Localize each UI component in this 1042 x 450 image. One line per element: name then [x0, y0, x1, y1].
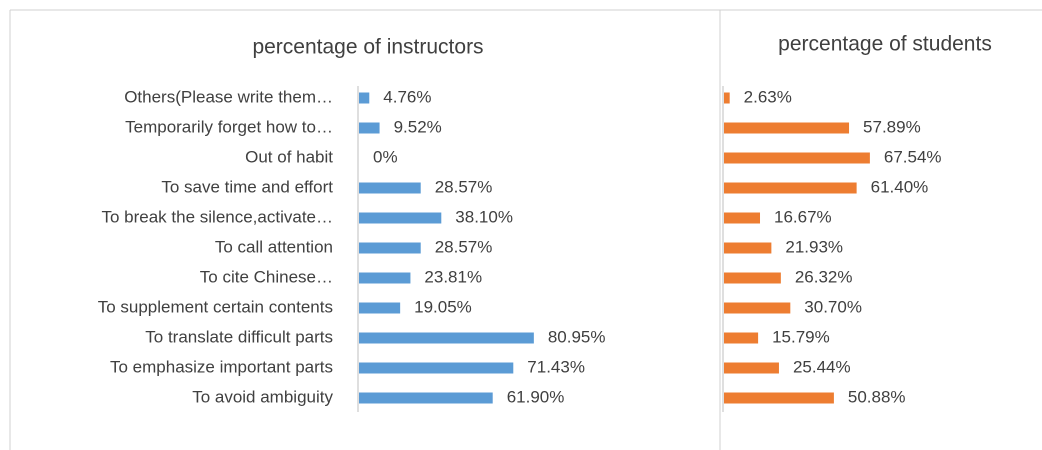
- value-label: 61.40%: [871, 177, 929, 196]
- category-label: To call attention: [215, 237, 333, 256]
- category-label: To emphasize important parts: [110, 357, 333, 376]
- value-label: 50.88%: [848, 387, 906, 406]
- bar: [724, 242, 772, 254]
- value-label: 57.89%: [863, 117, 921, 136]
- value-label: 4.76%: [383, 87, 431, 106]
- category-label: Temporarily forget how to…: [125, 117, 333, 136]
- value-label: 28.57%: [435, 237, 493, 256]
- value-label: 16.67%: [774, 207, 832, 226]
- bar: [724, 332, 759, 344]
- value-label: 80.95%: [548, 327, 606, 346]
- value-label: 2.63%: [744, 87, 792, 106]
- value-label: 9.52%: [394, 117, 442, 136]
- bar: [359, 92, 370, 104]
- bar: [359, 362, 514, 374]
- category-label: To translate difficult parts: [145, 327, 333, 346]
- value-label: 0%: [373, 147, 398, 166]
- value-label: 19.05%: [414, 297, 472, 316]
- chart-title: percentage of students: [778, 33, 992, 56]
- bar: [359, 242, 421, 254]
- bar: [724, 92, 730, 104]
- category-label: To break the silence,activate…: [101, 207, 333, 226]
- category-label: To cite Chinese…: [200, 267, 333, 286]
- value-label: 71.43%: [527, 357, 585, 376]
- bar: [724, 302, 791, 314]
- category-label: Out of habit: [245, 147, 333, 166]
- bar: [724, 272, 781, 284]
- bar: [359, 332, 534, 344]
- bar: [359, 122, 380, 134]
- chart-title: percentage of instructors: [252, 36, 483, 59]
- bar: [724, 392, 834, 404]
- value-label: 38.10%: [455, 207, 513, 226]
- value-label: 15.79%: [772, 327, 830, 346]
- value-label: 30.70%: [804, 297, 862, 316]
- value-label: 23.81%: [424, 267, 482, 286]
- category-label: To avoid ambiguity: [192, 387, 333, 406]
- category-label: To save time and effort: [161, 177, 333, 196]
- bar: [724, 182, 857, 194]
- category-label: Others(Please write them…: [124, 87, 333, 106]
- value-label: 67.54%: [884, 147, 942, 166]
- bar: [359, 392, 493, 404]
- category-label: To supplement certain contents: [98, 297, 333, 316]
- value-label: 26.32%: [795, 267, 853, 286]
- bar: [724, 152, 870, 164]
- bar: [359, 212, 442, 224]
- value-label: 25.44%: [793, 357, 851, 376]
- bar: [359, 272, 411, 284]
- bar: [359, 182, 421, 194]
- value-label: 21.93%: [785, 237, 843, 256]
- bar: [359, 302, 401, 314]
- bar: [724, 362, 779, 374]
- value-label: 28.57%: [435, 177, 493, 196]
- bar: [724, 122, 850, 134]
- bar: [724, 212, 761, 224]
- value-label: 61.90%: [507, 387, 565, 406]
